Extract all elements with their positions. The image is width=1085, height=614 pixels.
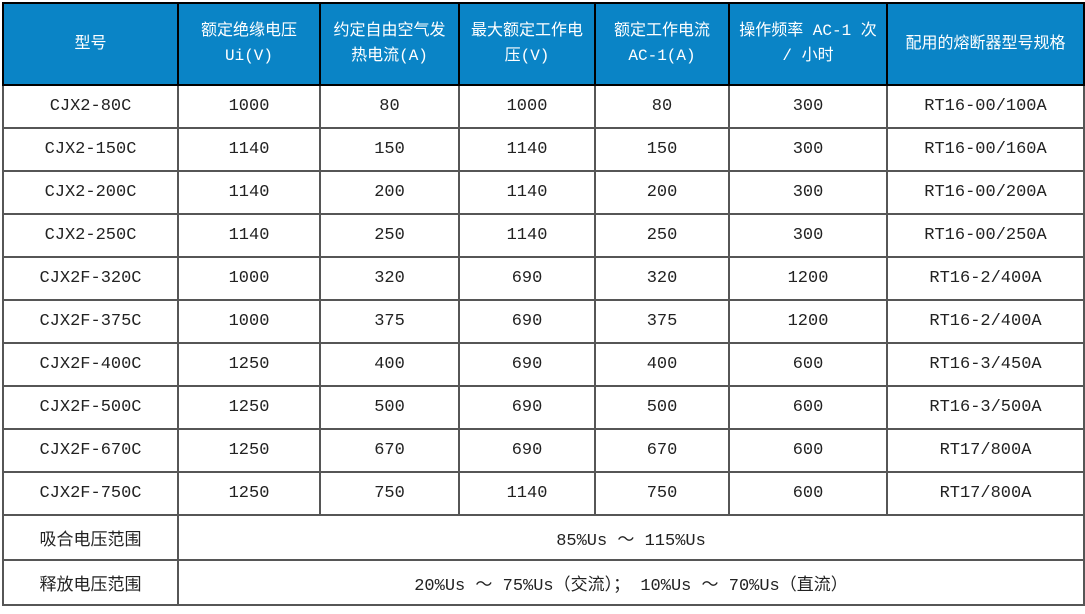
col-header-max-rated-working-voltage: 最大额定工作电压(V) (458, 2, 596, 86)
cell-working-current: 80 (594, 84, 730, 129)
cell-op-frequency: 1200 (728, 299, 888, 344)
col-header-conventional-free-air-thermal-current: 约定自由空气发热电流(A) (319, 2, 460, 86)
cell-model: CJX2-150C (2, 127, 179, 172)
cell-op-frequency: 300 (728, 127, 888, 172)
cell-thermal-current: 750 (319, 471, 460, 516)
cell-working-current: 200 (594, 170, 730, 215)
pull-in-voltage-label: 吸合电压范围 (2, 514, 179, 561)
cell-thermal-current: 250 (319, 213, 460, 258)
cell-max-working-voltage: 690 (458, 385, 596, 430)
cell-thermal-current: 320 (319, 256, 460, 301)
cell-thermal-current: 200 (319, 170, 460, 215)
cell-working-current: 150 (594, 127, 730, 172)
cell-fuse-model: RT16-2/400A (886, 256, 1085, 301)
cell-insulation-voltage: 1250 (177, 428, 321, 473)
table-row: CJX2F-400C 1250 400 690 400 600 RT16-3/450A (2, 342, 1085, 387)
cell-op-frequency: 600 (728, 342, 888, 387)
cell-insulation-voltage: 1250 (177, 471, 321, 516)
cell-working-current: 750 (594, 471, 730, 516)
header-row: 型号 额定绝缘电压 Ui(V) 约定自由空气发热电流(A) 最大额定工作电压(V… (2, 2, 1085, 86)
table-row: CJX2F-670C 1250 670 690 670 600 RT17/800A (2, 428, 1085, 473)
cell-insulation-voltage: 1140 (177, 213, 321, 258)
col-header-operating-frequency: 操作频率 AC-1 次 / 小时 (728, 2, 888, 86)
release-voltage-value: 20%Us ～ 75%Us（交流）； 10%Us ～ 70%Us（直流） (177, 559, 1085, 606)
cell-op-frequency: 300 (728, 170, 888, 215)
cell-working-current: 500 (594, 385, 730, 430)
cell-model: CJX2F-500C (2, 385, 179, 430)
cell-working-current: 670 (594, 428, 730, 473)
cell-max-working-voltage: 1140 (458, 213, 596, 258)
table-row: CJX2-250C 1140 250 1140 250 300 RT16-00/250A (2, 213, 1085, 258)
cell-model: CJX2-200C (2, 170, 179, 215)
cell-fuse-model: RT16-00/160A (886, 127, 1085, 172)
cell-insulation-voltage: 1000 (177, 256, 321, 301)
cell-op-frequency: 600 (728, 385, 888, 430)
release-voltage-row: 释放电压范围 20%Us ～ 75%Us（交流）； 10%Us ～ 70%Us（… (2, 559, 1085, 606)
table-row: CJX2F-320C 1000 320 690 320 1200 RT16-2/400A (2, 256, 1085, 301)
cell-fuse-model: RT17/800A (886, 471, 1085, 516)
cell-max-working-voltage: 1140 (458, 127, 596, 172)
cell-insulation-voltage: 1140 (177, 170, 321, 215)
cell-thermal-current: 150 (319, 127, 460, 172)
cell-model: CJX2-80C (2, 84, 179, 129)
table-row: CJX2F-750C 1250 750 1140 750 600 RT17/800A (2, 471, 1085, 516)
cell-op-frequency: 600 (728, 471, 888, 516)
cell-op-frequency: 1200 (728, 256, 888, 301)
table-row: CJX2F-375C 1000 375 690 375 1200 RT16-2/400A (2, 299, 1085, 344)
cell-thermal-current: 80 (319, 84, 460, 129)
cell-op-frequency: 300 (728, 213, 888, 258)
cell-max-working-voltage: 690 (458, 256, 596, 301)
cell-thermal-current: 375 (319, 299, 460, 344)
pull-in-voltage-row: 吸合电压范围 85%Us ～ 115%Us (2, 514, 1085, 561)
cell-thermal-current: 670 (319, 428, 460, 473)
cell-working-current: 400 (594, 342, 730, 387)
col-header-rated-insulation-voltage: 额定绝缘电压 Ui(V) (177, 2, 321, 86)
cell-working-current: 375 (594, 299, 730, 344)
cell-model: CJX2-250C (2, 213, 179, 258)
cell-fuse-model: RT16-00/200A (886, 170, 1085, 215)
cell-max-working-voltage: 690 (458, 428, 596, 473)
cell-op-frequency: 600 (728, 428, 888, 473)
cell-model: CJX2F-375C (2, 299, 179, 344)
cell-insulation-voltage: 1000 (177, 299, 321, 344)
cell-fuse-model: RT17/800A (886, 428, 1085, 473)
cell-max-working-voltage: 690 (458, 299, 596, 344)
cell-working-current: 320 (594, 256, 730, 301)
cell-fuse-model: RT16-3/450A (886, 342, 1085, 387)
table-row: CJX2-200C 1140 200 1140 200 300 RT16-00/200A (2, 170, 1085, 215)
cell-insulation-voltage: 1250 (177, 342, 321, 387)
cell-insulation-voltage: 1000 (177, 84, 321, 129)
cell-max-working-voltage: 1000 (458, 84, 596, 129)
col-header-matching-fuse-model: 配用的熔断器型号规格 (886, 2, 1085, 86)
cell-model: CJX2F-670C (2, 428, 179, 473)
col-header-model: 型号 (2, 2, 179, 86)
cell-fuse-model: RT16-2/400A (886, 299, 1085, 344)
col-header-rated-working-current-ac1: 额定工作电流 AC-1(A) (594, 2, 730, 86)
cell-fuse-model: RT16-00/100A (886, 84, 1085, 129)
cell-model: CJX2F-320C (2, 256, 179, 301)
table-row: CJX2-150C 1140 150 1140 150 300 RT16-00/160A (2, 127, 1085, 172)
cell-insulation-voltage: 1140 (177, 127, 321, 172)
cell-max-working-voltage: 1140 (458, 471, 596, 516)
cell-op-frequency: 300 (728, 84, 888, 129)
cell-insulation-voltage: 1250 (177, 385, 321, 430)
table-row: CJX2F-500C 1250 500 690 500 600 RT16-3/500A (2, 385, 1085, 430)
cell-working-current: 250 (594, 213, 730, 258)
pull-in-voltage-value: 85%Us ～ 115%Us (177, 514, 1085, 561)
cell-max-working-voltage: 690 (458, 342, 596, 387)
cell-thermal-current: 500 (319, 385, 460, 430)
cell-model: CJX2F-400C (2, 342, 179, 387)
table-row: CJX2-80C 1000 80 1000 80 300 RT16-00/100A (2, 84, 1085, 129)
cell-max-working-voltage: 1140 (458, 170, 596, 215)
cell-thermal-current: 400 (319, 342, 460, 387)
cell-fuse-model: RT16-00/250A (886, 213, 1085, 258)
release-voltage-label: 释放电压范围 (2, 559, 179, 606)
cell-model: CJX2F-750C (2, 471, 179, 516)
cell-fuse-model: RT16-3/500A (886, 385, 1085, 430)
